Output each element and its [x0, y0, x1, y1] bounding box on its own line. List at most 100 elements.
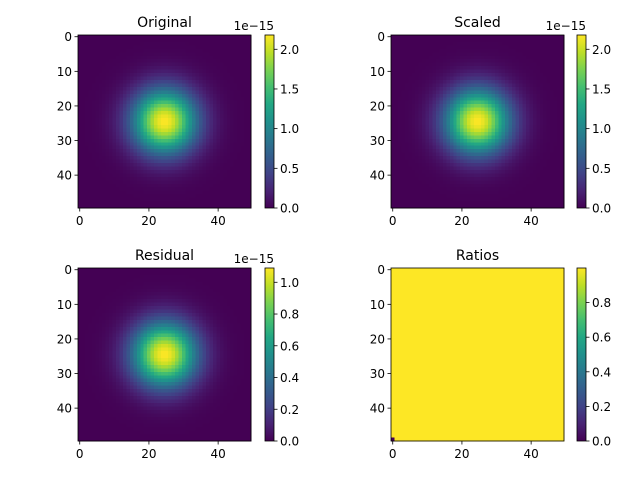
heatmap-cell	[525, 176, 530, 181]
heatmap-cell	[140, 55, 145, 60]
heatmap-cell	[391, 90, 395, 95]
heatmap-cell	[178, 35, 183, 39]
heatmap-cell	[102, 86, 107, 91]
heatmap-cell	[192, 76, 196, 81]
heatmap-cell	[425, 90, 430, 95]
heatmap-cell	[501, 69, 506, 74]
heatmap-cell	[432, 173, 437, 178]
heatmap-cell	[157, 41, 162, 46]
heatmap-cell	[88, 59, 93, 64]
heatmap-cell	[212, 156, 217, 160]
heatmap-cell	[432, 66, 437, 70]
heatmap-cell	[223, 111, 228, 115]
heatmap-cell	[491, 121, 496, 126]
heatmap-cell	[244, 104, 248, 109]
heatmap-cell	[150, 83, 155, 88]
heatmap-cell	[223, 76, 228, 81]
heatmap-cell	[78, 197, 82, 202]
heatmap-cell	[456, 69, 461, 74]
heatmap-cell	[557, 121, 561, 126]
heatmap-cell	[244, 69, 248, 74]
heatmap-cell	[226, 76, 231, 81]
heatmap-cell	[116, 121, 120, 126]
heatmap-cell	[126, 76, 131, 81]
heatmap-cell	[147, 111, 152, 115]
heatmap-cell	[226, 204, 231, 209]
heatmap-cell	[467, 93, 471, 98]
heatmap-cell	[122, 128, 127, 133]
heatmap-cell	[178, 156, 183, 160]
heatmap-cell	[401, 194, 406, 198]
heatmap-cell	[78, 173, 82, 178]
heatmap-cell	[178, 73, 183, 77]
heatmap-cell	[525, 187, 530, 192]
heatmap-cell	[522, 107, 527, 112]
heatmap-cell	[212, 48, 217, 53]
heatmap-cell	[195, 38, 200, 43]
heatmap-cell	[418, 131, 423, 136]
heatmap-cell	[429, 180, 433, 185]
heatmap-cell	[143, 121, 148, 126]
heatmap-cell	[206, 93, 210, 98]
heatmap-cell	[119, 111, 124, 115]
heatmap-cell	[181, 159, 186, 164]
heatmap-cell	[446, 176, 451, 181]
heatmap-cell	[81, 114, 86, 119]
heatmap-cell	[429, 204, 433, 209]
heatmap-cell	[470, 138, 475, 143]
heatmap-cell	[136, 45, 141, 50]
heatmap-cell	[84, 66, 89, 70]
heatmap-cell	[116, 100, 120, 105]
heatmap-cell	[477, 156, 482, 160]
heatmap-cell	[467, 69, 471, 74]
heatmap-cell	[418, 35, 423, 39]
heatmap-cell	[219, 194, 224, 198]
heatmap-cell	[202, 159, 207, 164]
heatmap-cell	[122, 121, 127, 126]
heatmap-cell	[178, 169, 183, 174]
heatmap-cell	[171, 107, 176, 112]
heatmap-cell	[174, 201, 179, 205]
heatmap-cell	[446, 107, 451, 112]
heatmap-cell	[109, 97, 113, 102]
heatmap-cell	[112, 97, 117, 102]
heatmap-cell	[449, 128, 454, 133]
heatmap-cell	[112, 38, 117, 43]
heatmap-cell	[133, 187, 138, 192]
heatmap-cell	[391, 128, 395, 133]
heatmap-cell	[164, 190, 169, 195]
heatmap-cell	[174, 52, 179, 57]
heatmap-cell	[140, 45, 145, 50]
heatmap-cell	[133, 35, 138, 39]
heatmap-cell	[126, 149, 131, 153]
heatmap-cell	[480, 59, 485, 64]
heatmap-cell	[116, 35, 120, 39]
heatmap-cell	[435, 104, 440, 109]
heatmap-cell	[84, 194, 89, 198]
heatmap-cell	[237, 52, 241, 57]
heatmap-cell	[122, 173, 127, 178]
heatmap-cell	[546, 97, 551, 102]
heatmap-cell	[136, 180, 141, 185]
heatmap-cell	[404, 183, 409, 188]
heatmap-cell	[550, 169, 554, 174]
heatmap-cell	[230, 79, 235, 84]
heatmap-cell	[174, 90, 179, 95]
heatmap-cell	[122, 97, 127, 102]
heatmap-cell	[129, 197, 134, 202]
heatmap-cell	[102, 104, 107, 109]
heatmap-cell	[460, 83, 465, 88]
heatmap-cell	[470, 59, 475, 64]
heatmap-cell	[505, 76, 509, 81]
heatmap-cell	[192, 131, 196, 136]
heatmap-cell	[529, 62, 534, 67]
heatmap-cell	[140, 69, 145, 74]
heatmap-cell	[161, 142, 165, 147]
heatmap-cell	[439, 86, 444, 91]
heatmap-cell	[532, 93, 537, 98]
heatmap-cell	[133, 79, 138, 84]
heatmap-cell	[394, 201, 399, 205]
heatmap-cell	[494, 104, 499, 109]
heatmap-cell	[505, 66, 509, 70]
heatmap-cell	[122, 111, 127, 115]
